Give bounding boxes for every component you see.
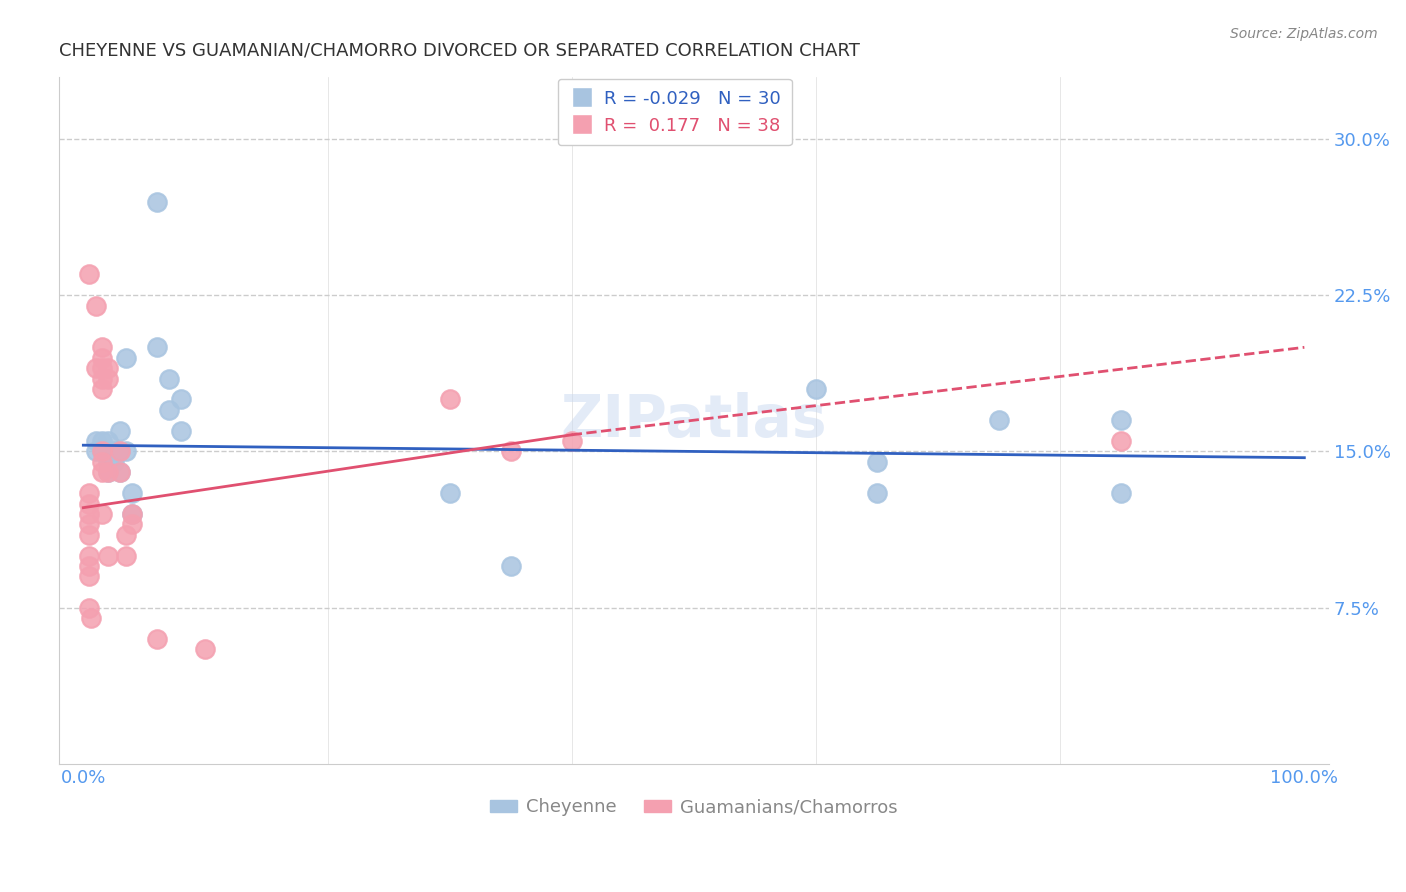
Point: [90, 361, 112, 376]
Point: [103, 444, 125, 458]
Point: [170, 424, 193, 438]
Point: [79, 611, 101, 625]
Point: [108, 465, 131, 479]
Point: [108, 444, 131, 458]
Point: [115, 351, 138, 365]
Point: [108, 424, 131, 438]
Point: [108, 465, 131, 479]
Point: [157, 371, 180, 385]
Point: [90, 444, 112, 458]
Text: Source: ZipAtlas.com: Source: ZipAtlas.com: [1230, 27, 1378, 41]
Legend: Cheyenne, Guamanians/Chamorros: Cheyenne, Guamanians/Chamorros: [482, 791, 905, 823]
Point: [1109, 413, 1132, 427]
Point: [97, 371, 120, 385]
Point: [90, 455, 112, 469]
Point: [866, 455, 889, 469]
Point: [79, 268, 101, 282]
Point: [79, 600, 101, 615]
Point: [145, 340, 167, 354]
Point: [121, 486, 143, 500]
Point: [439, 486, 461, 500]
Point: [90, 507, 112, 521]
Point: [121, 507, 143, 521]
Point: [79, 517, 101, 532]
Point: [988, 413, 1011, 427]
Point: [90, 340, 112, 354]
Point: [866, 486, 889, 500]
Point: [121, 517, 143, 532]
Point: [145, 632, 167, 646]
Point: [115, 549, 138, 563]
Point: [108, 444, 131, 458]
Point: [79, 486, 101, 500]
Point: [97, 434, 120, 448]
Point: [804, 382, 827, 396]
Point: [97, 465, 120, 479]
Point: [79, 507, 101, 521]
Point: [79, 559, 101, 574]
Point: [90, 444, 112, 458]
Point: [103, 455, 125, 469]
Point: [90, 434, 112, 448]
Point: [84, 299, 107, 313]
Point: [79, 549, 101, 563]
Point: [90, 382, 112, 396]
Point: [121, 507, 143, 521]
Point: [499, 444, 522, 458]
Point: [194, 642, 217, 657]
Point: [90, 371, 112, 385]
Point: [79, 527, 101, 541]
Point: [439, 392, 461, 407]
Text: ZIPatlas: ZIPatlas: [561, 392, 827, 449]
Point: [115, 527, 138, 541]
Point: [90, 465, 112, 479]
Text: CHEYENNE VS GUAMANIAN/CHAMORRO DIVORCED OR SEPARATED CORRELATION CHART: CHEYENNE VS GUAMANIAN/CHAMORRO DIVORCED …: [59, 42, 860, 60]
Point: [115, 444, 138, 458]
Point: [145, 194, 167, 209]
Point: [97, 465, 120, 479]
Point: [90, 351, 112, 365]
Point: [157, 402, 180, 417]
Point: [84, 444, 107, 458]
Point: [170, 392, 193, 407]
Point: [84, 434, 107, 448]
Point: [84, 361, 107, 376]
Point: [561, 434, 583, 448]
Point: [1109, 434, 1132, 448]
Point: [97, 455, 120, 469]
Point: [79, 569, 101, 583]
Point: [79, 496, 101, 510]
Point: [97, 549, 120, 563]
Point: [97, 361, 120, 376]
Point: [1109, 486, 1132, 500]
Point: [499, 559, 522, 574]
